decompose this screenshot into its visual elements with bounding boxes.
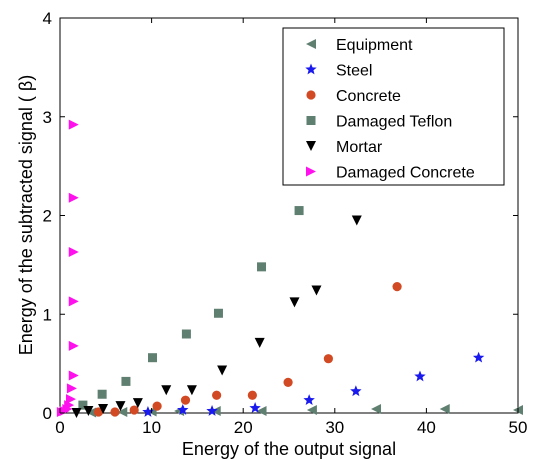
point-equipment — [371, 404, 382, 415]
point-steel — [350, 385, 362, 397]
legend-label: Concrete — [336, 88, 401, 105]
point-concrete — [247, 390, 257, 400]
point-mortar — [83, 406, 94, 417]
point-concrete — [180, 395, 191, 405]
point-damaged-teflon — [181, 329, 191, 339]
legend-label: Mortar — [336, 139, 383, 156]
point-steel — [414, 370, 426, 382]
x-axis-title: Energy of the output signal — [182, 439, 396, 459]
point-steel — [177, 404, 189, 415]
point-concrete — [110, 407, 120, 417]
y-tick-label: 1 — [43, 305, 52, 324]
point-damaged-concrete — [66, 383, 77, 394]
point-damaged-teflon — [148, 353, 158, 363]
point-mortar — [98, 404, 109, 415]
point-damaged-concrete — [56, 407, 67, 418]
point-concrete — [283, 377, 293, 387]
point-damaged-concrete — [65, 394, 76, 405]
legend-label: Damaged Teflon — [336, 114, 452, 131]
point-damaged-concrete — [68, 119, 79, 130]
point-mortar — [161, 385, 172, 396]
x-tick-label: 0 — [55, 418, 64, 437]
point-mortar — [351, 215, 362, 226]
point-damaged-concrete — [68, 192, 79, 203]
legend-label: Equipment — [336, 37, 413, 54]
legend: Equipment Steel Concrete Damaged Teflon Mort… — [282, 27, 505, 186]
point-mortar — [217, 365, 228, 376]
y-tick-label: 4 — [43, 9, 52, 28]
point-mortar — [289, 297, 300, 308]
point-mortar — [71, 408, 82, 418]
point-equipment — [439, 404, 450, 415]
point-concrete — [392, 282, 402, 292]
legend-box — [282, 27, 505, 186]
legend-marker — [305, 63, 317, 75]
x-tick-label: 20 — [234, 418, 253, 437]
point-concrete — [152, 401, 162, 411]
x-tick-label: 10 — [142, 418, 161, 437]
legend-label: Damaged Concrete — [336, 165, 475, 182]
legend-marker — [306, 116, 316, 125]
y-tick-label: 2 — [43, 207, 52, 226]
point-mortar — [311, 285, 322, 296]
legend-marker — [306, 141, 316, 151]
axis-ticks: 0 10 20 30 40 50 0 1 2 3 4 — [43, 9, 528, 437]
point-damaged-concrete — [68, 296, 79, 307]
x-tick-label: 30 — [325, 418, 344, 437]
point-concrete — [93, 407, 104, 417]
legend-marker — [306, 39, 316, 49]
point-steel — [303, 394, 315, 406]
point-concrete — [212, 390, 222, 400]
point-equipment — [256, 406, 267, 417]
point-steel — [249, 402, 261, 413]
point-concrete — [129, 405, 139, 415]
point-steel — [206, 405, 218, 416]
point-damaged-teflon — [78, 400, 88, 410]
point-damaged-teflon — [97, 389, 107, 399]
legend-marker — [306, 166, 316, 177]
point-damaged-teflon — [257, 262, 267, 272]
point-steel — [472, 351, 485, 363]
point-concrete — [323, 354, 333, 364]
point-damaged-teflon — [121, 376, 131, 386]
y-axis-title: Energy of the subtracted signal ( β) — [16, 75, 36, 356]
point-equipment — [86, 407, 97, 418]
point-mortar — [115, 401, 126, 412]
point-equipment — [306, 405, 317, 416]
point-damaged-teflon — [213, 308, 223, 318]
point-damaged-concrete — [68, 340, 79, 351]
y-tick-label: 3 — [43, 108, 52, 127]
point-equipment — [117, 407, 128, 418]
point-mortar — [254, 337, 265, 348]
y-tick-label: 0 — [43, 404, 52, 423]
point-damaged-concrete — [68, 370, 79, 381]
x-tick-label: 40 — [417, 418, 436, 437]
legend-marker — [306, 90, 316, 100]
point-mortar — [132, 398, 143, 409]
legend-label: Steel — [336, 63, 372, 80]
data-marks — [56, 119, 523, 418]
point-damaged-concrete — [68, 247, 79, 258]
x-tick-label: 50 — [509, 418, 528, 437]
point-mortar — [186, 385, 197, 396]
point-damaged-teflon — [294, 206, 304, 216]
point-steel — [142, 406, 154, 417]
point-equipment — [210, 406, 221, 417]
